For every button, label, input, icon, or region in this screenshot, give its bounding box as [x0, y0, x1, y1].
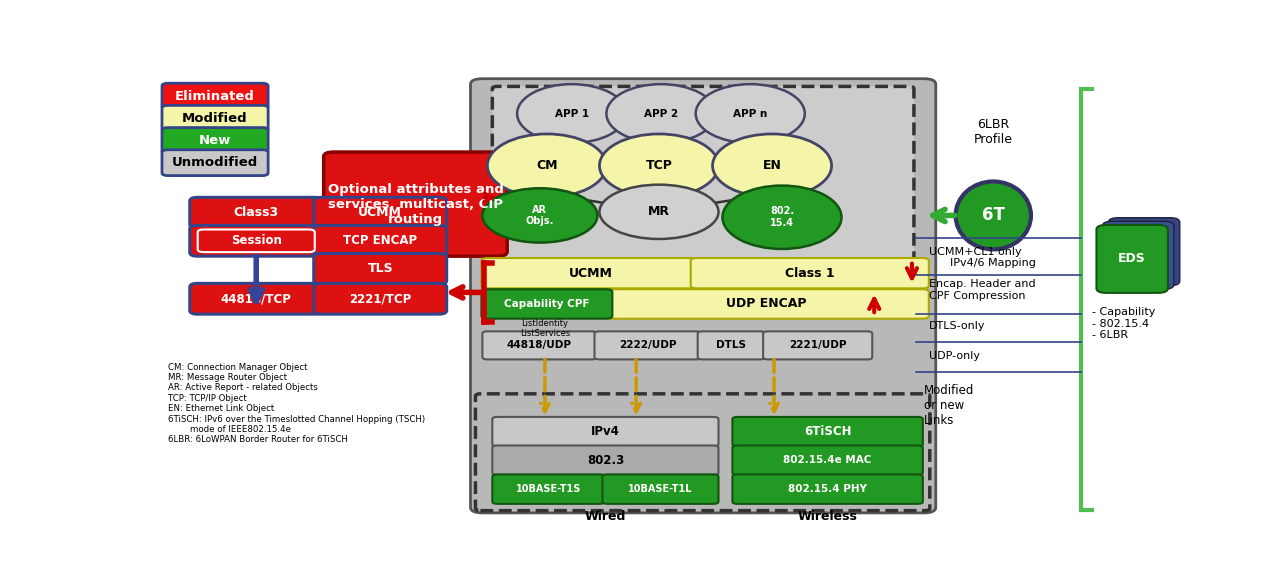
FancyBboxPatch shape — [1102, 221, 1174, 289]
Text: 10BASE-T1S: 10BASE-T1S — [516, 484, 581, 494]
Text: 10BASE-T1L: 10BASE-T1L — [628, 484, 692, 494]
FancyBboxPatch shape — [163, 83, 268, 109]
FancyBboxPatch shape — [189, 283, 323, 314]
Text: Wireless: Wireless — [797, 510, 858, 523]
Ellipse shape — [599, 134, 718, 198]
Ellipse shape — [696, 84, 805, 143]
Text: Eliminated: Eliminated — [175, 89, 255, 103]
Text: - Capability
- 802.15.4
- 6LBR: - Capability - 802.15.4 - 6LBR — [1093, 307, 1156, 340]
Text: IPv4: IPv4 — [591, 425, 620, 438]
Text: UDP-only: UDP-only — [929, 351, 979, 361]
Text: IPv4/6 Mapping: IPv4/6 Mapping — [950, 258, 1037, 268]
FancyBboxPatch shape — [1108, 218, 1180, 286]
FancyBboxPatch shape — [163, 150, 268, 176]
Text: Session: Session — [230, 234, 282, 248]
Text: EDS: EDS — [1119, 252, 1146, 265]
Text: TCP ENCAP: TCP ENCAP — [343, 234, 417, 248]
FancyBboxPatch shape — [732, 446, 923, 475]
Text: APP 2: APP 2 — [644, 109, 678, 119]
Ellipse shape — [713, 134, 832, 198]
FancyBboxPatch shape — [603, 475, 718, 504]
Text: ListIdentity
ListServices: ListIdentity ListServices — [520, 319, 570, 338]
Text: 2221/TCP: 2221/TCP — [349, 292, 411, 305]
Text: 2222/UDP: 2222/UDP — [618, 340, 676, 350]
Text: New: New — [198, 134, 232, 147]
Text: 802.
15.4: 802. 15.4 — [771, 206, 794, 228]
FancyBboxPatch shape — [163, 128, 268, 153]
FancyBboxPatch shape — [163, 105, 268, 131]
FancyBboxPatch shape — [314, 198, 447, 228]
Text: Optional attributes and
services, multicast, CIP
routing: Optional attributes and services, multic… — [328, 183, 503, 226]
Text: Modified
or new
Links: Modified or new Links — [924, 384, 974, 427]
Text: 802.15.4 PHY: 802.15.4 PHY — [788, 484, 867, 494]
FancyBboxPatch shape — [314, 283, 447, 314]
Text: APP n: APP n — [733, 109, 768, 119]
FancyBboxPatch shape — [691, 258, 929, 288]
FancyBboxPatch shape — [324, 152, 507, 256]
FancyBboxPatch shape — [471, 79, 936, 513]
Text: 6T: 6T — [982, 206, 1005, 225]
Text: MR: MR — [648, 205, 669, 218]
Text: Capability CPF: Capability CPF — [504, 299, 590, 309]
FancyBboxPatch shape — [493, 446, 718, 475]
FancyBboxPatch shape — [698, 332, 765, 359]
Text: DTLS-only: DTLS-only — [929, 322, 986, 332]
FancyBboxPatch shape — [189, 198, 323, 228]
Text: AR
Objs.: AR Objs. — [526, 205, 554, 226]
FancyBboxPatch shape — [483, 332, 596, 359]
Text: Unmodified: Unmodified — [172, 156, 259, 169]
Text: APP 1: APP 1 — [554, 109, 589, 119]
Text: UCMM: UCMM — [358, 206, 402, 219]
Ellipse shape — [517, 84, 626, 143]
Ellipse shape — [599, 185, 718, 239]
Text: CM: CM — [536, 159, 558, 172]
Text: DTLS: DTLS — [717, 340, 746, 350]
FancyBboxPatch shape — [314, 253, 447, 284]
Text: EN: EN — [763, 159, 782, 172]
Text: UDP ENCAP: UDP ENCAP — [726, 298, 806, 310]
Text: CM: Connection Manager Object
MR: Message Router Object
AR: Active Report - rela: CM: Connection Manager Object MR: Messag… — [168, 363, 425, 445]
FancyBboxPatch shape — [189, 225, 323, 256]
FancyBboxPatch shape — [197, 229, 315, 252]
FancyBboxPatch shape — [732, 417, 923, 446]
Text: Encap. Header and
CPF Compression: Encap. Header and CPF Compression — [929, 279, 1036, 301]
Text: 6LBR
Profile: 6LBR Profile — [974, 118, 1012, 146]
Text: 44818/UDP: 44818/UDP — [507, 340, 572, 350]
FancyBboxPatch shape — [314, 225, 447, 256]
Ellipse shape — [483, 188, 598, 243]
Text: UCMM: UCMM — [568, 267, 612, 280]
FancyBboxPatch shape — [763, 332, 872, 359]
Ellipse shape — [607, 84, 716, 143]
FancyBboxPatch shape — [603, 289, 929, 319]
Text: 802.15.4e MAC: 802.15.4e MAC — [783, 455, 872, 465]
FancyBboxPatch shape — [493, 417, 718, 446]
FancyBboxPatch shape — [481, 289, 612, 319]
Text: 6TiSCH: 6TiSCH — [804, 425, 851, 438]
FancyBboxPatch shape — [481, 258, 700, 288]
Text: 2221/UDP: 2221/UDP — [788, 340, 846, 350]
Text: 802.3: 802.3 — [586, 454, 625, 467]
FancyBboxPatch shape — [1097, 225, 1167, 293]
FancyBboxPatch shape — [594, 332, 700, 359]
Ellipse shape — [488, 134, 607, 198]
Text: 44818/TCP: 44818/TCP — [220, 292, 292, 305]
Text: Class 1: Class 1 — [785, 267, 835, 280]
Text: UCMM+CL1 only: UCMM+CL1 only — [929, 246, 1021, 257]
FancyBboxPatch shape — [493, 475, 604, 504]
Ellipse shape — [722, 186, 841, 249]
Text: Wired: Wired — [585, 510, 626, 523]
Text: Modified: Modified — [182, 112, 248, 125]
Text: Class3: Class3 — [234, 206, 279, 219]
Text: TLS: TLS — [367, 262, 393, 275]
FancyBboxPatch shape — [493, 86, 914, 272]
Text: TCP: TCP — [645, 159, 672, 172]
FancyBboxPatch shape — [732, 475, 923, 504]
Ellipse shape — [956, 182, 1030, 249]
